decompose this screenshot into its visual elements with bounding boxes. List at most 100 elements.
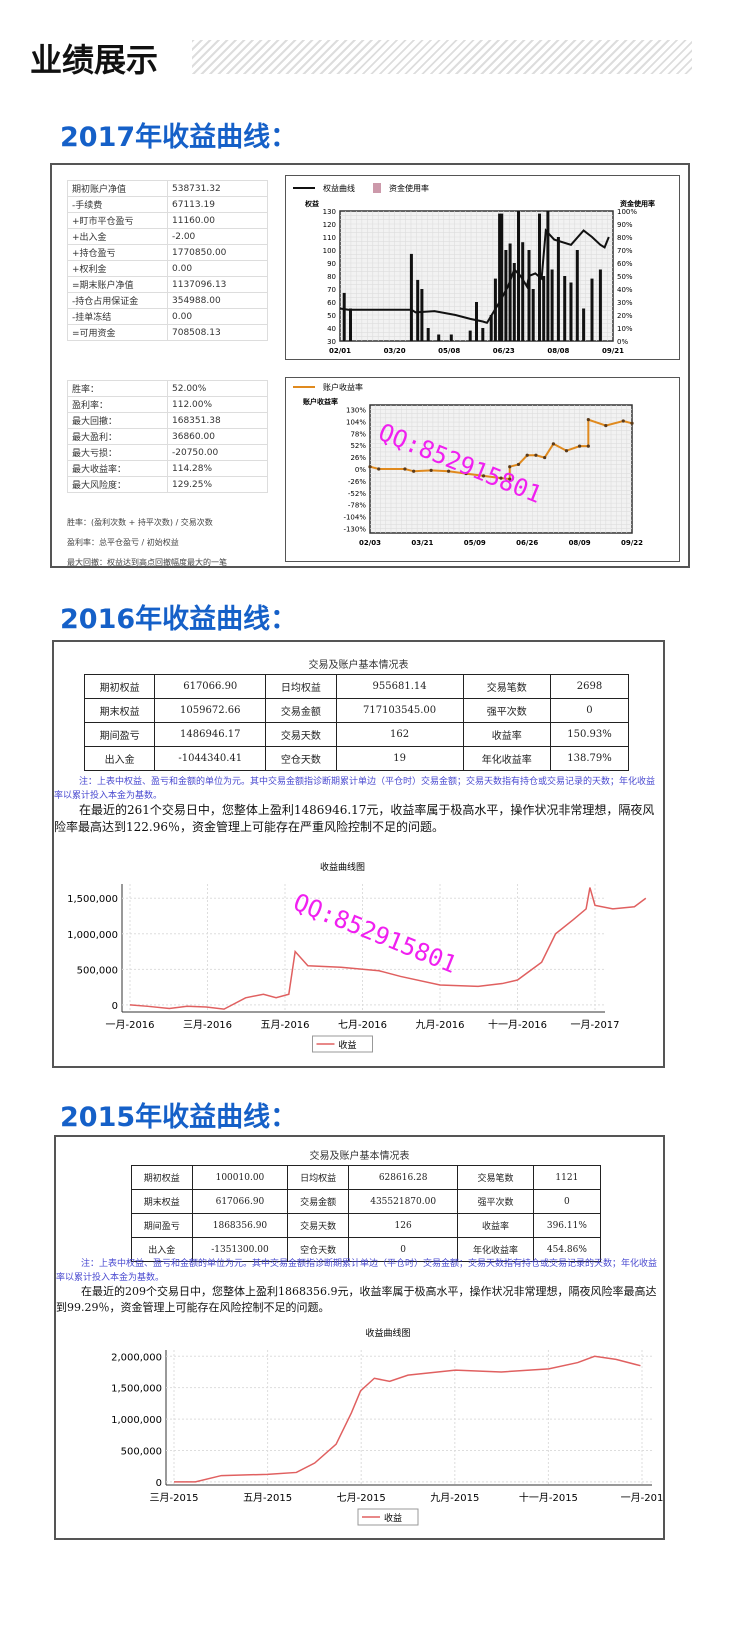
x-tick-label: 08/09: [569, 539, 591, 547]
return-point: [564, 449, 569, 453]
table-cell: 19: [335, 746, 464, 771]
return-point: [525, 453, 529, 457]
usage-bar: [437, 334, 441, 341]
table-cell: 期末权益: [83, 698, 156, 723]
y-tick-label: -130%: [343, 525, 366, 533]
table-cell: 955681.14: [335, 674, 464, 699]
y-tick-label: 50: [327, 312, 336, 320]
return-point: [551, 442, 555, 446]
usage-bar: [420, 289, 424, 341]
usage-bar: [475, 302, 478, 341]
table-cell: 100010.00: [191, 1165, 289, 1190]
table-cell: -1044340.41: [154, 746, 267, 771]
table-row: 最大收益率： 114.28%: [67, 460, 268, 477]
table-cell: 150.93%: [549, 722, 630, 747]
x-tick-label: 09/21: [602, 347, 624, 355]
x-tick-label: 03/21: [411, 539, 433, 547]
y-tick-label: 0: [112, 1001, 118, 1012]
usage-bar: [500, 213, 504, 341]
y-tick-label: 500,000: [77, 965, 118, 976]
table-cell: 0.00: [167, 260, 268, 277]
table-cell: 454.86%: [532, 1237, 602, 1262]
table-row: 最大盈利： 36860.00: [67, 428, 268, 445]
y-tick-label: 80: [327, 273, 336, 281]
table-cell: +持仓盈亏: [67, 244, 168, 261]
return-chart: 账户收益率账户收益率130%104%78%52%26%0%-26%-52%-78…: [285, 377, 680, 562]
section-heading-2015: 2015年收益曲线：: [60, 1102, 298, 1133]
y2-tick-label: 60%: [617, 260, 633, 268]
table-cell: 胜率：: [67, 380, 168, 397]
page-title: 业绩展示: [30, 41, 159, 79]
table-cell: 交易笔数: [462, 674, 551, 699]
table-cell: 盈利率：: [67, 396, 168, 413]
x-tick-label: 一月-2017: [570, 1019, 619, 1031]
y-tick-label: 26%: [350, 454, 366, 462]
table-row: 期末权益 1059672.66 交易金额 717103545.00 强平次数 0: [83, 698, 630, 723]
summary-table: 期初权益 100010.00 日均权益 628616.28 交易笔数 1121 期末权益 61…: [131, 1165, 602, 1262]
usage-bar: [575, 250, 579, 341]
legend-box: [312, 1035, 373, 1053]
table-cell: 交易天数: [287, 1213, 349, 1238]
y2-tick-label: 0%: [617, 338, 628, 346]
x-tick-label: 九月-2015: [430, 1492, 479, 1504]
table-cell: 1868356.90: [191, 1213, 289, 1238]
usage-bar: [409, 253, 413, 341]
table-cell: -挂单冻结: [67, 308, 168, 325]
usage-bar: [481, 328, 485, 341]
table-cell: 114.28%: [167, 460, 268, 477]
panel-2015: 交易及账户基本情况表 期初权益 100010.00 日均权益 628616.28 交易笔…: [54, 1135, 665, 1540]
table-cell: 617066.90: [191, 1189, 289, 1214]
y-tick-label: 130: [323, 208, 336, 216]
usage-bar: [468, 330, 472, 341]
table-cell: 交易金额: [287, 1189, 349, 1214]
y-axis-label: 权益: [304, 199, 319, 208]
table-row: 最大亏损： -20750.00: [67, 444, 268, 461]
table-row: 期末权益 617066.90 交易金额 435521870.00 强平次数 0: [131, 1189, 602, 1214]
table-cell: 收益率: [457, 1213, 534, 1238]
x-tick-label: 05/08: [438, 347, 460, 355]
table-cell: 2698: [549, 674, 630, 699]
profit-line: [174, 1355, 641, 1483]
table-title: 交易及账户基本情况表: [308, 660, 409, 671]
y2-tick-label: 70%: [617, 247, 633, 255]
usage-bar: [342, 292, 346, 341]
x-tick-label: 02/01: [329, 347, 351, 355]
table-cell: 期末权益: [131, 1189, 193, 1214]
table-cell: 空仓天数: [265, 746, 337, 771]
table-cell: 138.79%: [549, 746, 630, 771]
legend-label: 权益曲线: [323, 183, 355, 193]
table-cell: 36860.00: [167, 428, 268, 445]
table-cell: 1137096.13: [167, 276, 268, 293]
table-cell: 435521870.00: [347, 1189, 459, 1214]
x-tick-label: 一月-201: [621, 1492, 663, 1504]
profit-line: [129, 887, 647, 1010]
table-row: 出入金 -1351300.00 空仓天数 0 年化收益率 454.86%: [131, 1237, 602, 1262]
y-tick-label: 78%: [350, 430, 366, 438]
x-tick-label: 05/09: [464, 539, 486, 547]
return-point: [586, 444, 590, 448]
x-tick-label: 七月-2016: [338, 1019, 387, 1031]
table-note: 注：上表中权益、盈亏和金额的单位为元。其中交易金额指诊断期累计单边（平仓时）交易…: [54, 777, 656, 801]
usage-bar: [489, 315, 493, 341]
return-point: [499, 476, 503, 480]
chart-title: 收益曲线图: [365, 1327, 410, 1339]
return-point: [604, 423, 608, 428]
table-row: 期间盈亏 1868356.90 交易天数 126 收益率 396.11%: [131, 1213, 602, 1238]
return-point: [630, 421, 634, 425]
table-row: +权利金 0.00: [67, 260, 268, 277]
x-tick-label: 十一月-2015: [519, 1491, 578, 1504]
table-row: -手续费 67113.19: [67, 196, 268, 213]
usage-bar: [563, 276, 567, 341]
table-row: -挂单冻结 0.00: [67, 308, 268, 325]
table-note: 注：上表中权益、盈亏和金额的单位为元。其中交易金额指诊断期累计单边（平仓时）交易…: [56, 1259, 658, 1283]
table-cell: +出入金: [67, 228, 168, 245]
y-tick-label: 1,500,000: [67, 894, 118, 905]
y-tick-label: 130%: [346, 407, 366, 415]
usage-bar: [542, 276, 546, 341]
usage-bar: [504, 250, 508, 341]
usage-bar: [598, 269, 602, 341]
y2-tick-label: 20%: [617, 312, 633, 320]
y-tick-label: 110: [323, 234, 336, 242]
table-cell: 收益率: [462, 722, 551, 747]
table-row: 最大风险度： 129.25%: [67, 476, 268, 493]
